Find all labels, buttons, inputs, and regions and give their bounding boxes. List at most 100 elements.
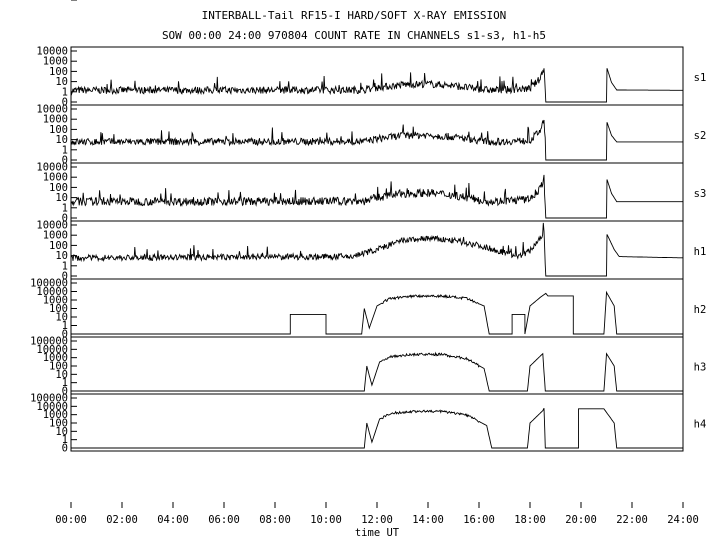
y-tick-label: 100 <box>49 303 68 315</box>
y-tick-label: 10000 <box>36 286 68 298</box>
y-tick-label: 10 <box>55 250 68 262</box>
y-tick-label: 0 <box>62 329 68 341</box>
y-tick-label: 1 <box>62 377 68 389</box>
y-tick-label: 100 <box>49 418 68 430</box>
y-tick-label: 10000 <box>36 344 68 356</box>
x-tick-label: 00:00 <box>55 514 87 526</box>
y-tick-label: 100000 <box>30 336 68 348</box>
y-tick-label: 10 <box>55 76 68 88</box>
y-tick-label: 1000 <box>43 230 68 242</box>
channel-label-h2: h2 <box>694 304 707 316</box>
series-h4 <box>71 407 683 449</box>
panel-frame <box>70 46 684 106</box>
y-tick-label: 100 <box>49 240 68 252</box>
channel-label-s1: s1 <box>694 72 707 84</box>
channel-label-h1: h1 <box>694 246 707 258</box>
x-tick-label: 10:00 <box>310 514 342 526</box>
y-tick-label: 10000 <box>36 162 68 174</box>
y-tick-label: 0 <box>62 443 68 455</box>
y-tick-label: 1000 <box>43 409 68 421</box>
y-tick-label: 0 <box>62 213 68 225</box>
chart-subtitle: SOW 00:00 24:00 970804 COUNT RATE IN CHA… <box>162 29 546 42</box>
x-tick-label: 06:00 <box>208 514 240 526</box>
y-tick-label: 10000 <box>36 220 68 232</box>
y-tick-label: 10000 <box>36 104 68 116</box>
channel-label-h5: h5 <box>694 0 707 3</box>
panel-frame <box>70 336 684 395</box>
y-tick-label: 10 <box>55 0 68 3</box>
y-tick-label: 10 <box>55 192 68 204</box>
y-tick-label: 1000 <box>43 295 68 307</box>
y-tick-label: 1 <box>62 202 68 214</box>
panel-frame <box>70 393 684 452</box>
y-tick-label: 10 <box>55 369 68 381</box>
series-s2 <box>70 119 683 161</box>
y-tick-label: 0 <box>62 0 68 3</box>
series-s1 <box>70 68 683 103</box>
y-tick-label: 100 <box>49 124 68 136</box>
x-tick-label: 08:00 <box>259 514 291 526</box>
y-tick-label: 1000 <box>43 352 68 364</box>
y-tick-label: 1 <box>62 0 68 3</box>
x-axis-label: time UT <box>355 527 400 539</box>
y-tick-label: 1 <box>62 86 68 98</box>
panel-stack: 1000010001001010s11000010001001010s21000… <box>30 0 706 455</box>
x-axis: 00:00 02:00 04:00 06:00 08:00 10:00 12:00 14:00… <box>55 502 699 526</box>
channel-label-h3: h3 <box>694 362 707 374</box>
x-tick-label: 18:00 <box>514 514 546 526</box>
channel-label-s2: s2 <box>694 130 707 142</box>
y-tick-label: 10000 <box>36 0 68 3</box>
panel-frame <box>70 278 684 338</box>
y-tick-label: 100 <box>49 182 68 194</box>
y-tick-label: 100000 <box>30 0 68 3</box>
y-tick-label: 10 <box>55 426 68 438</box>
y-tick-label: 1000 <box>43 114 68 126</box>
y-tick-label: 0 <box>62 155 68 167</box>
y-tick-label: 10000 <box>36 46 68 58</box>
y-tick-label: 1000 <box>43 56 68 68</box>
y-tick-label: 100000 <box>30 278 68 290</box>
y-tick-label: 1 <box>62 434 68 446</box>
x-tick-label: 12:00 <box>361 514 393 526</box>
y-tick-label: 1000 <box>43 172 68 184</box>
y-tick-label: 1 <box>62 260 68 272</box>
channel-label-h4: h4 <box>694 419 707 431</box>
y-tick-label: 1 <box>62 144 68 156</box>
x-tick-label: 16:00 <box>463 514 495 526</box>
y-tick-label: 10 <box>55 312 68 324</box>
x-tick-label: 20:00 <box>565 514 597 526</box>
x-tick-label: 22:00 <box>616 514 648 526</box>
x-tick-label: 04:00 <box>157 514 189 526</box>
series-h2 <box>71 290 683 335</box>
y-tick-label: 1 <box>62 320 68 332</box>
y-tick-label: 100 <box>49 361 68 373</box>
channel-label-s3: s3 <box>694 188 707 200</box>
panel-frame <box>70 220 684 280</box>
y-tick-label: 10000 <box>36 401 68 413</box>
series-s3 <box>70 174 683 219</box>
y-tick-label: 10 <box>55 134 68 146</box>
y-tick-label: 0 <box>62 386 68 398</box>
chart-title: INTERBALL-Tail RF15-I HARD/SOFT X-RAY EM… <box>202 9 507 22</box>
x-tick-label: 14:00 <box>412 514 444 526</box>
y-tick-label: 0 <box>62 271 68 283</box>
series-h3 <box>71 351 683 392</box>
y-tick-label: 100 <box>49 0 68 3</box>
y-tick-label: 100000 <box>30 393 68 405</box>
x-tick-label: 24:00 <box>667 514 699 526</box>
y-tick-label: 100 <box>49 66 68 78</box>
y-tick-label: 1000 <box>43 0 68 3</box>
y-tick-label: 0 <box>62 97 68 109</box>
series-h1 <box>70 222 684 277</box>
x-tick-label: 02:00 <box>106 514 138 526</box>
panel-frame <box>70 104 684 164</box>
